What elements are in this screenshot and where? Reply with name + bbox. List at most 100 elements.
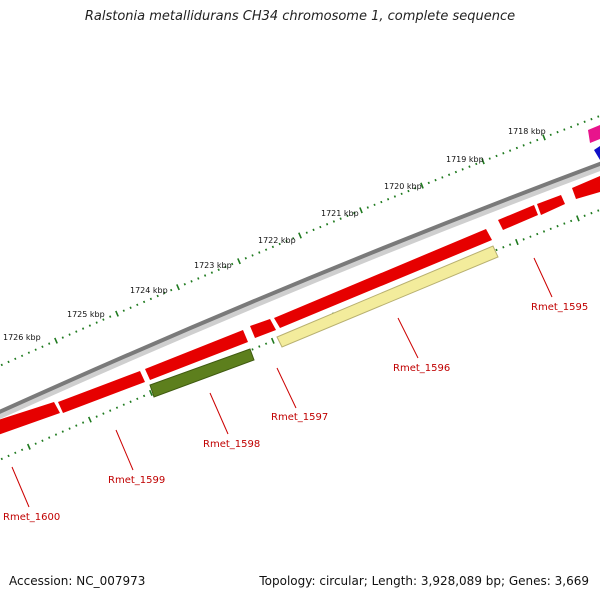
minor-tick: [115, 406, 119, 409]
gene-block-rmet-1599-fwd: [145, 330, 248, 380]
minor-tick: [251, 348, 254, 351]
forward-genes: [0, 176, 600, 435]
major-tick: [420, 182, 424, 189]
minor-tick: [81, 421, 85, 424]
minor-tick: [264, 342, 268, 345]
minor-tick: [515, 146, 519, 150]
minor-tick: [142, 394, 146, 398]
blue-feature: [594, 146, 600, 160]
minor-tick: [454, 170, 458, 174]
minor-tick: [102, 318, 105, 321]
minor-tick: [441, 176, 444, 179]
minor-tick: [34, 442, 37, 445]
scale-label-1720: 1720 kbp: [384, 182, 422, 191]
gene-label-rmet-1599: Rmet_1599: [108, 475, 165, 486]
minor-tick: [549, 227, 552, 230]
scale-label-1718: 1718 kbp: [508, 127, 546, 136]
scale-label-1723: 1723 kbp: [194, 261, 232, 270]
minor-tick: [61, 336, 64, 339]
minor-tick: [142, 300, 146, 304]
minor-tick: [136, 397, 139, 401]
scale-label-1721: 1721 kbp: [321, 209, 359, 218]
gene-label-rmet-1597: Rmet_1597: [271, 412, 328, 423]
scale-label-1722: 1722 kbp: [258, 236, 296, 245]
leader-rmet-1598: [209, 392, 229, 435]
minor-tick: [258, 345, 261, 348]
minor-tick: [197, 277, 200, 280]
major-tick: [481, 158, 485, 165]
minor-tick: [332, 220, 336, 223]
minor-tick: [325, 222, 329, 226]
scale-label-1726: 1726 kbp: [3, 333, 41, 342]
minor-tick: [529, 235, 532, 238]
major-tick: [115, 310, 119, 317]
minor-tick: [447, 173, 451, 177]
minor-tick: [285, 239, 288, 243]
minor-tick: [217, 268, 220, 272]
minor-tick: [244, 256, 247, 260]
minor-tick: [597, 209, 600, 212]
gene-block-rmet-1598: [149, 348, 255, 398]
minor-tick: [576, 123, 579, 126]
minor-tick: [0, 363, 3, 367]
minor-tick: [386, 197, 390, 201]
minor-tick: [556, 224, 559, 228]
minor-tick: [502, 246, 505, 249]
minor-tick: [75, 424, 78, 427]
outer-tick-ring: [0, 115, 600, 367]
leader-rmet-1597: [276, 367, 297, 409]
minor-tick: [339, 217, 342, 220]
minor-tick: [461, 168, 464, 171]
gene-block-rmet-1600: [0, 402, 60, 435]
gene-label-rmet-1595: Rmet_1595: [531, 302, 588, 313]
leader-rmet-1595: [533, 257, 553, 298]
minor-tick: [183, 282, 186, 286]
minor-tick: [61, 430, 64, 433]
minor-tick: [41, 345, 44, 348]
minor-tick: [0, 457, 3, 461]
minor-tick: [7, 360, 10, 364]
major-tick: [237, 258, 241, 265]
minor-tick: [292, 237, 295, 240]
gene-block-rmet-1596-fwd: [274, 229, 492, 328]
minor-tick: [373, 203, 376, 206]
magenta-feature: [588, 125, 600, 143]
minor-tick: [414, 187, 417, 190]
major-tick: [54, 337, 58, 344]
minor-tick: [109, 315, 112, 318]
minor-tick: [136, 303, 139, 307]
minor-tick: [583, 120, 586, 123]
minor-tick: [556, 130, 559, 134]
minor-tick: [522, 238, 525, 241]
major-tick: [359, 207, 363, 214]
minor-tick: [203, 274, 207, 277]
accession-text: Accession: NC_007973: [9, 574, 146, 588]
minor-tick: [353, 211, 356, 215]
minor-tick: [400, 192, 403, 195]
minor-tick: [563, 222, 566, 225]
minor-tick: [34, 348, 37, 351]
minor-tick: [210, 271, 214, 274]
map-title: Ralstonia metallidurans CH34 chromosome …: [84, 9, 516, 24]
minor-tick: [522, 144, 525, 147]
backbone-shadow: [0, 164, 600, 420]
leader-rmet-1600: [11, 466, 30, 508]
minor-tick: [48, 342, 51, 345]
minor-tick: [393, 195, 397, 198]
label-leaders: [11, 257, 553, 508]
minor-tick: [590, 117, 593, 121]
minor-tick: [156, 294, 159, 298]
minor-tick: [434, 178, 437, 182]
minor-tick: [122, 309, 125, 312]
minor-tick: [271, 245, 275, 249]
minor-tick: [251, 254, 254, 257]
minor-tick: [109, 409, 112, 412]
minor-tick: [495, 154, 498, 158]
gene-label-rmet-1598: Rmet_1598: [203, 439, 260, 450]
minor-tick: [81, 327, 85, 330]
leader-rmet-1599: [115, 429, 134, 471]
scale-label-1724: 1724 kbp: [130, 286, 168, 295]
minor-tick: [495, 248, 498, 252]
minor-tick: [68, 333, 71, 336]
